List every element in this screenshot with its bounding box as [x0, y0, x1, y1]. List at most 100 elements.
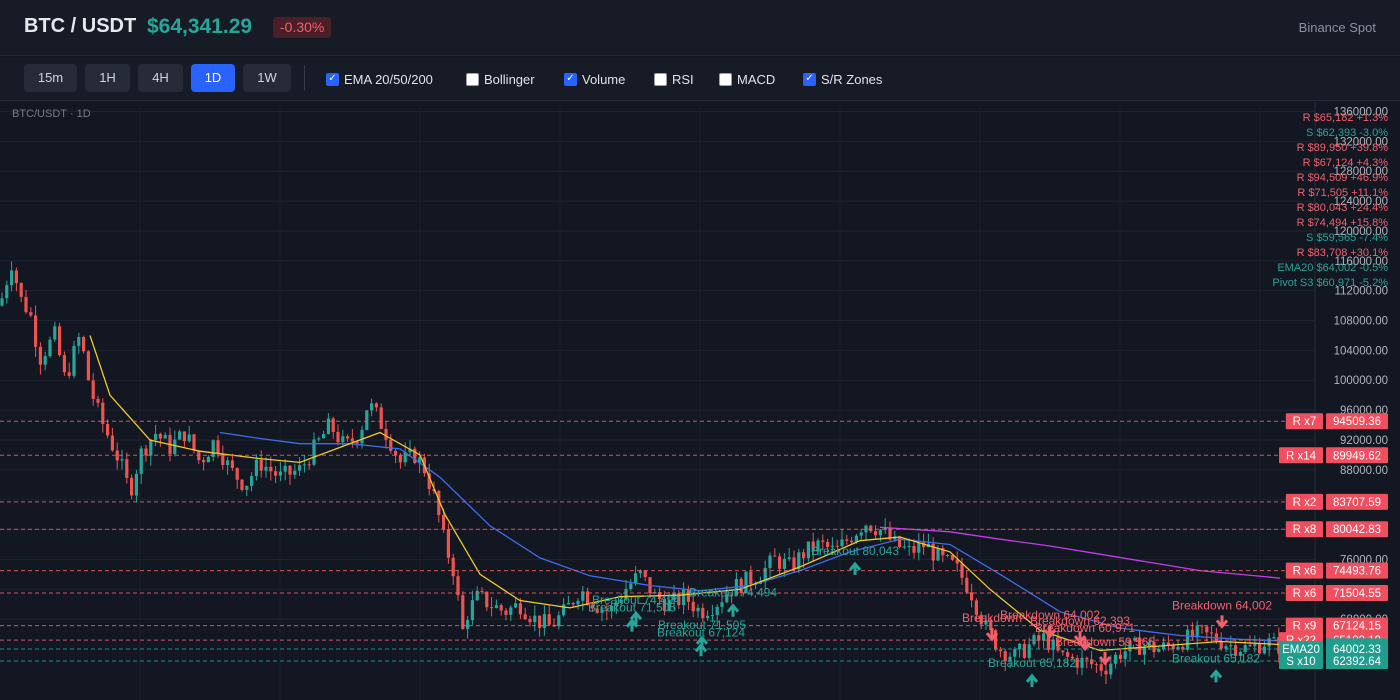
- candle-body: [619, 599, 623, 603]
- y-tick-label: 128000.00: [1334, 166, 1388, 178]
- ema50-line: [219, 431, 1281, 642]
- sr-legend-entry: R $89,950 +39.8%: [1297, 142, 1389, 154]
- candle-body: [1032, 635, 1036, 645]
- checkbox-unchecked-icon[interactable]: [654, 72, 667, 86]
- timeframe-1w-button[interactable]: 1W: [243, 64, 291, 92]
- candle-body: [1219, 641, 1223, 649]
- toolbar: 15m 1H 4H 1D 1W ✓ EMA 20/50/200 Bollinge…: [0, 57, 1400, 101]
- timeframe-1d-button[interactable]: 1D: [191, 64, 235, 92]
- breakout-annotation: Breakout 65,182: [988, 656, 1076, 670]
- checkbox-unchecked-icon[interactable]: [466, 72, 479, 86]
- breakdown-annotation: Breakdown 64,002: [1000, 608, 1100, 622]
- candle-body: [638, 570, 642, 574]
- y-tick-label: 88000.00: [1340, 465, 1388, 477]
- candle-body: [216, 440, 220, 454]
- checkbox-checked-icon[interactable]: ✓: [564, 72, 577, 86]
- candle-body: [413, 448, 417, 464]
- breakout-annotation: Breakout 65,182: [1172, 651, 1260, 665]
- timeframe-1h-button[interactable]: 1H: [85, 64, 130, 92]
- sr-tag-label: R x14: [1286, 450, 1317, 462]
- candle-body: [490, 607, 494, 609]
- candle-body: [878, 529, 882, 536]
- price-change-badge: -0.30%: [273, 17, 332, 38]
- candle-body: [398, 455, 402, 463]
- checkbox-unchecked-icon[interactable]: [719, 72, 732, 86]
- candle-body: [326, 418, 330, 435]
- candle-body: [158, 433, 162, 439]
- candle-body: [720, 602, 724, 607]
- candle-body: [1085, 657, 1089, 660]
- candle-body: [264, 466, 268, 471]
- indicator-bollinger-label: Bollinger: [484, 71, 535, 87]
- last-price: $64,341.29: [147, 15, 253, 38]
- sr-tag-label: R x2: [1293, 497, 1317, 509]
- candle-body: [1080, 657, 1084, 668]
- candle-body: [14, 270, 18, 284]
- indicator-macd-toggle[interactable]: MACD: [719, 71, 775, 87]
- candle-body: [907, 545, 911, 547]
- candle-body: [269, 466, 273, 472]
- candle-body: [566, 603, 570, 605]
- candle-body: [1003, 651, 1007, 662]
- price-tag-background: [1326, 584, 1388, 601]
- candle-body: [835, 545, 839, 547]
- candle-body: [379, 407, 383, 429]
- candle-body: [662, 599, 666, 611]
- breakout-annotation: Breakout 71,505: [588, 601, 676, 615]
- checkbox-checked-icon[interactable]: ✓: [326, 72, 339, 86]
- candle-body: [1051, 639, 1055, 650]
- price-chart[interactable]: 136000.00 132000.00 128000.00 124000.00 1200…: [0, 102, 1400, 700]
- candle-body: [590, 604, 594, 609]
- sr-tag-background: [1279, 652, 1323, 669]
- checkbox-checked-icon[interactable]: ✓: [803, 72, 816, 86]
- indicator-ema-toggle[interactable]: ✓ EMA 20/50/200: [326, 71, 433, 87]
- candle-body: [614, 602, 618, 606]
- candle-body: [586, 591, 590, 605]
- candle-body: [202, 460, 206, 463]
- breakdown-annotation: Breakdown 64,002: [1172, 598, 1272, 612]
- breakdown-annotation: Breakdown 60,971: [1035, 621, 1135, 635]
- sr-tag-background: [1279, 640, 1323, 657]
- candle-body: [1205, 626, 1209, 633]
- candle-body: [595, 608, 599, 613]
- arrow-up-icon: [1209, 669, 1223, 683]
- candle-body: [451, 557, 455, 577]
- candle-body: [485, 591, 489, 608]
- candle-body: [221, 453, 225, 466]
- candle-body: [518, 603, 522, 615]
- candle-body: [936, 548, 940, 561]
- candle-body: [53, 326, 57, 340]
- indicator-volume-toggle[interactable]: ✓ Volume: [564, 71, 625, 87]
- candle-body: [710, 615, 714, 617]
- indicator-macd-label: MACD: [737, 71, 776, 87]
- candle-body: [1037, 635, 1041, 641]
- candle-body: [696, 607, 700, 612]
- timeframe-15m-button[interactable]: 15m: [24, 64, 77, 92]
- candle-body: [562, 604, 566, 616]
- sr-legend-entry: R $80,043 +24.4%: [1297, 202, 1389, 214]
- arrow-down-icon: [1073, 631, 1087, 645]
- indicator-rsi-toggle[interactable]: RSI: [654, 71, 694, 87]
- price-tag-background: [1326, 562, 1388, 579]
- candle-body: [370, 403, 374, 411]
- candle-body: [547, 614, 551, 625]
- candle-body: [1258, 644, 1262, 654]
- candle-body: [1224, 646, 1228, 649]
- y-tick-label: 124000.00: [1334, 196, 1388, 208]
- candle-body: [384, 428, 388, 440]
- indicator-sr-zones-toggle[interactable]: ✓ S/R Zones: [803, 71, 882, 87]
- candle-body: [686, 589, 690, 602]
- candle-body: [480, 590, 484, 592]
- sr-legend-entry: R $83,708 +30.1%: [1297, 247, 1389, 259]
- price-tag-label: 89949.62: [1333, 450, 1381, 462]
- sr-legend-entry: Pivot S3 $60,971 -5.2%: [1272, 277, 1388, 289]
- candle-body: [1147, 641, 1151, 647]
- indicator-bollinger-toggle[interactable]: Bollinger: [466, 71, 535, 87]
- ema20-line: [89, 335, 1281, 652]
- candle-body: [461, 595, 465, 629]
- candle-body: [240, 479, 244, 490]
- candle-body: [1277, 637, 1281, 654]
- timeframe-4h-button[interactable]: 4H: [138, 64, 183, 92]
- candle-body: [845, 539, 849, 541]
- sr-legend-entry: R $67,124 +4.3%: [1303, 157, 1389, 169]
